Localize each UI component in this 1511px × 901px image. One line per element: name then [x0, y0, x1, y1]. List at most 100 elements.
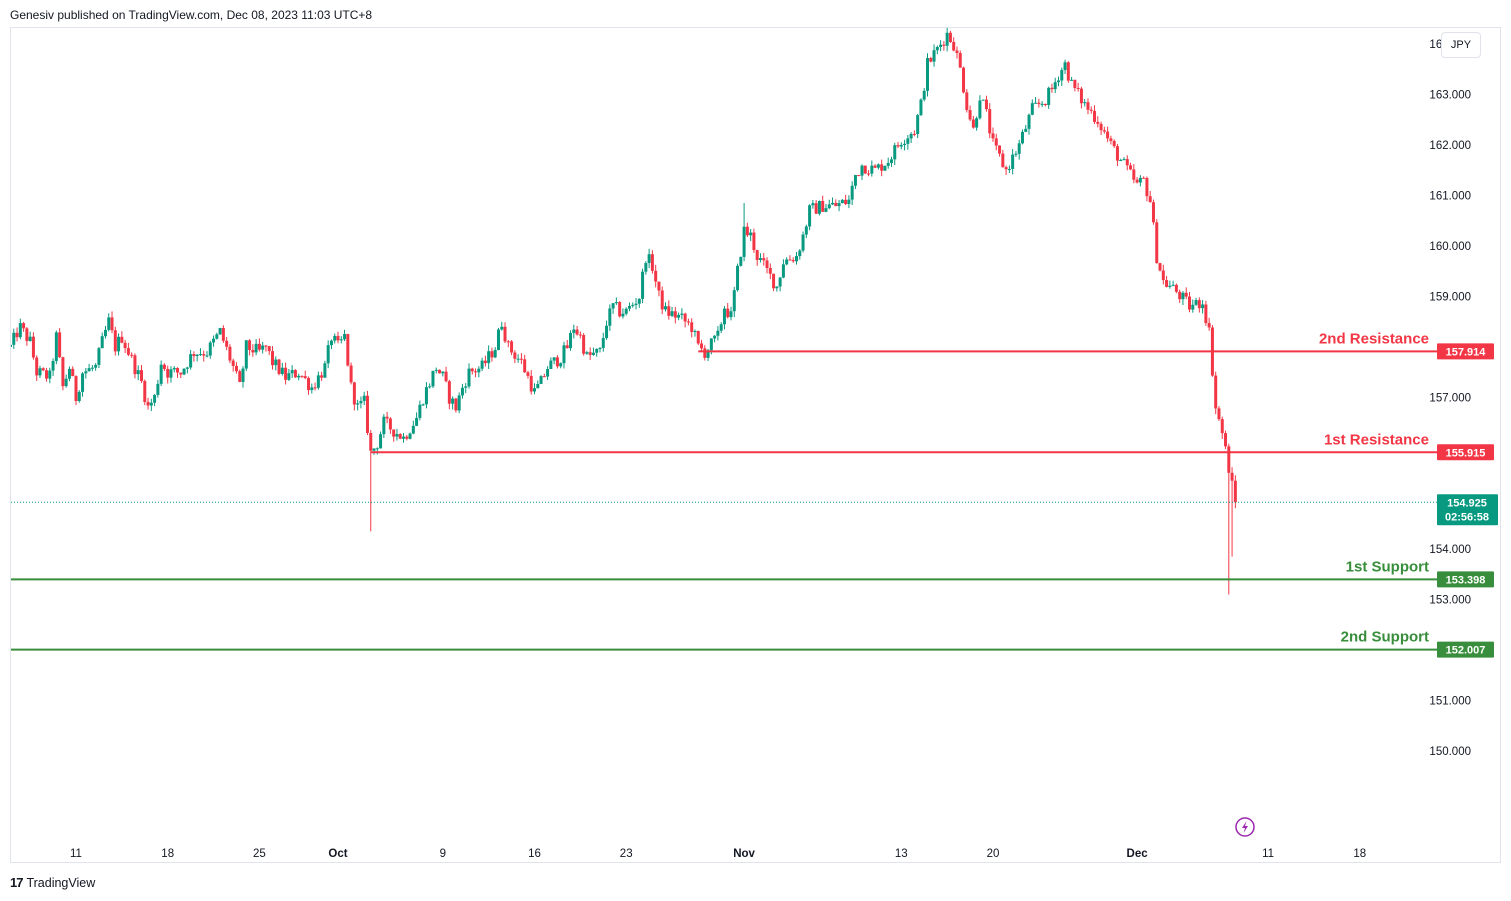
candle-body [77, 391, 81, 402]
candle-body [1079, 88, 1083, 104]
candle-body [637, 298, 641, 304]
candle-body [1145, 177, 1149, 197]
candle-body [785, 259, 789, 265]
candle-body [578, 334, 582, 336]
candle-body [601, 338, 605, 348]
candle-body [67, 368, 71, 379]
candle-body [1207, 323, 1211, 328]
candle-body [850, 185, 854, 200]
candle-body [650, 254, 654, 271]
candle-body [336, 335, 340, 341]
candle-body [18, 323, 22, 338]
candle-body [434, 369, 438, 371]
brand-name: TradingView [26, 875, 96, 890]
candle-body [300, 375, 304, 377]
candle-body [346, 334, 350, 366]
y-axis-tick-label: 163.000 [1429, 90, 1471, 102]
candle-body [565, 345, 569, 349]
candle-body [1066, 62, 1070, 81]
candle-body [1115, 146, 1119, 161]
candle-body [631, 304, 635, 307]
candle-body [372, 448, 376, 451]
candle-body [274, 359, 278, 366]
candle-body [179, 372, 183, 375]
candle-body [356, 403, 360, 405]
candle-body [510, 341, 514, 353]
candle-body [110, 317, 114, 331]
last-price-text: 154.925 [1447, 497, 1487, 509]
candle-body [415, 417, 419, 426]
candle-body [225, 340, 229, 347]
candle-body [1138, 177, 1142, 183]
candle-body [624, 308, 628, 314]
candle-body [136, 370, 140, 375]
candle-body [516, 358, 520, 360]
price-tag-support [1437, 641, 1494, 658]
candle-body [287, 373, 291, 380]
candle-body [464, 386, 468, 388]
y-axis-tick-label: 151.000 [1429, 696, 1471, 708]
currency-selector[interactable]: JPY [1441, 32, 1481, 58]
candle-body [978, 100, 982, 119]
candle-body [97, 348, 101, 365]
price-tag-resistance [1437, 444, 1494, 461]
candle-body [657, 281, 661, 291]
candle-body [932, 50, 936, 62]
candle-body [546, 369, 550, 377]
candle-body [172, 368, 176, 370]
candle-body [775, 286, 779, 289]
candle-body [1188, 296, 1191, 310]
price-tag-support [1437, 571, 1494, 588]
level-label-resistance: 2nd Resistance [1319, 330, 1429, 347]
candle-body [483, 360, 487, 364]
x-axis-tick-label: 25 [253, 848, 266, 860]
candle-body [234, 365, 238, 372]
candle-body [870, 165, 874, 174]
candle-body [883, 165, 887, 171]
candle-body [1053, 82, 1057, 90]
candle-body [257, 343, 261, 350]
candle-body [388, 418, 392, 430]
candle-body [801, 234, 805, 251]
candle-body [821, 200, 825, 212]
candle-body [572, 329, 576, 333]
candle-body [271, 351, 274, 366]
candle-body [28, 336, 32, 341]
candle-body [1230, 472, 1234, 481]
chart-area[interactable]: 164.000163.000162.000161.000160.000159.0… [10, 27, 1501, 863]
x-axis-tick-label: 16 [528, 848, 541, 860]
candle-body [339, 339, 343, 341]
candle-body [264, 345, 268, 347]
candle-body [880, 164, 884, 171]
candle-body [847, 199, 851, 205]
candle-body [795, 256, 798, 262]
candle-body [382, 416, 386, 435]
candle-body [726, 308, 730, 318]
candle-body [424, 387, 428, 405]
candle-body [824, 208, 828, 212]
candle-body [1096, 121, 1100, 124]
candle-body [896, 145, 900, 147]
candle-body [1135, 179, 1139, 183]
price-chart[interactable]: 164.000163.000162.000161.000160.000159.0… [11, 28, 1502, 864]
x-axis-tick-label: 11 [70, 848, 82, 860]
candle-body [955, 50, 959, 53]
candle-body [935, 47, 939, 51]
candle-body [817, 200, 821, 214]
candle-body [998, 145, 1002, 154]
candle-body [1194, 300, 1198, 305]
tradingview-logo[interactable]: 17 TradingView [10, 875, 95, 890]
candle-body [529, 375, 533, 392]
candle-body [153, 394, 157, 403]
candle-body [303, 376, 307, 379]
candle-body [438, 369, 442, 374]
candle-body [192, 354, 196, 357]
candle-body [74, 376, 78, 402]
candle-body [490, 351, 494, 358]
candle-body [929, 58, 933, 62]
candle-body [555, 357, 559, 367]
candle-body [431, 370, 435, 387]
candle-body [1083, 102, 1087, 104]
candle-body [1089, 109, 1093, 111]
candle-body [467, 368, 471, 387]
